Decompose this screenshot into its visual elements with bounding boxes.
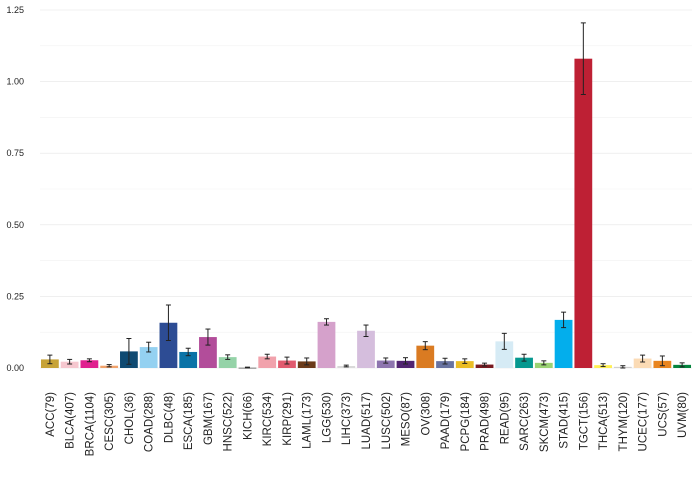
bar — [495, 341, 514, 368]
error-bar — [620, 365, 626, 369]
error-bar — [541, 360, 547, 366]
error-bar — [679, 362, 685, 368]
bar — [317, 321, 336, 368]
bars — [40, 58, 692, 369]
x-tick-label: UVM(80) — [677, 392, 689, 438]
x-tick-label: PRAD(498) — [480, 392, 492, 451]
x-axis: ACC(79) BLCA(407) BRCA(1104) CESC(305) CHOL(… — [45, 392, 689, 457]
error-bar — [561, 311, 567, 329]
bar — [574, 58, 593, 369]
error-bar — [580, 22, 586, 95]
error-bar — [501, 332, 507, 350]
error-bar — [146, 341, 152, 353]
x-tick-label: LAML(173) — [302, 392, 314, 449]
x-tick-label: THYM(120) — [618, 392, 630, 452]
x-tick-label: ACC(79) — [45, 392, 57, 437]
bar — [554, 319, 573, 368]
bar — [436, 361, 454, 368]
x-tick-label: GBM(167) — [203, 392, 215, 445]
x-tick-label: KICH(66) — [242, 392, 254, 440]
error-bar — [304, 357, 310, 366]
bar — [159, 322, 178, 368]
x-tick-label: HNSC(522) — [223, 392, 235, 452]
x-tick-label: CESC(305) — [104, 392, 116, 451]
x-tick-label: COAD(288) — [144, 392, 156, 452]
error-bar — [244, 366, 250, 369]
y-tick-label: 1.25 — [6, 5, 24, 15]
error-bar — [205, 328, 211, 346]
error-bar — [462, 358, 468, 364]
x-tick-label: READ(95) — [499, 392, 511, 445]
x-tick-label: THCA(513) — [598, 392, 610, 450]
error-bar — [640, 354, 646, 363]
y-tick-label: 0.50 — [6, 220, 24, 230]
bar — [258, 356, 277, 368]
y-axis: 0.00 0.25 0.50 0.75 1.00 1.25 — [6, 5, 24, 373]
bar — [80, 360, 99, 368]
bar — [515, 357, 533, 368]
y-tick-label: 0.75 — [6, 148, 24, 158]
error-bar — [482, 362, 488, 367]
y-tick-label: 0.25 — [6, 291, 24, 301]
x-tick-label: TGCT(156) — [578, 392, 590, 450]
x-tick-label: BLCA(407) — [65, 392, 77, 449]
error-bar — [600, 363, 606, 368]
error-bar — [403, 357, 409, 365]
error-bar — [47, 354, 53, 365]
x-tick-label: BRCA(1104) — [84, 392, 96, 457]
x-tick-label: OV(308) — [420, 392, 432, 436]
error-bar — [383, 357, 389, 364]
x-tick-label: LUAD(517) — [361, 392, 373, 450]
bar — [199, 337, 217, 368]
error-bar — [323, 318, 329, 326]
error-bar — [67, 358, 73, 365]
error-bar — [422, 341, 428, 351]
bar — [218, 357, 237, 368]
bar — [60, 361, 79, 368]
x-tick-label: SKCM(473) — [539, 392, 551, 452]
error-bar — [659, 355, 665, 367]
bar — [179, 351, 198, 368]
x-tick-label: PCPG(184) — [460, 392, 472, 452]
bar — [455, 361, 474, 368]
x-tick-label: LUSC(502) — [381, 392, 393, 450]
x-tick-label: ESCA(185) — [183, 392, 195, 450]
y-tick-label: 1.00 — [6, 77, 24, 87]
error-bar — [185, 347, 191, 357]
x-tick-label: STAD(415) — [559, 392, 571, 449]
bar — [139, 347, 158, 368]
x-tick-label: UCEC(177) — [638, 392, 650, 452]
y-tick-label: 0.00 — [6, 363, 24, 373]
error-bar — [225, 354, 231, 360]
x-tick-label: CHOL(36) — [124, 392, 136, 445]
bar — [416, 345, 435, 368]
bar — [534, 362, 553, 368]
error-bar — [264, 353, 270, 360]
x-tick-label: KIRP(291) — [282, 392, 294, 446]
x-tick-label: KIRC(534) — [262, 392, 274, 446]
x-tick-label: MESO(87) — [401, 392, 413, 446]
x-tick-label: LGG(530) — [321, 392, 333, 443]
error-bar — [126, 338, 132, 365]
x-tick-label: PAAD(179) — [440, 392, 452, 449]
error-bar — [442, 357, 448, 365]
x-tick-label: LIHC(373) — [341, 392, 353, 445]
bar — [376, 360, 395, 368]
error-bar — [284, 356, 290, 365]
bar — [357, 330, 375, 368]
error-bar — [521, 353, 527, 362]
x-tick-label: UCS(57) — [657, 392, 669, 437]
x-tick-label: SARC(263) — [519, 392, 531, 451]
x-tick-label: DLBC(48) — [163, 392, 175, 443]
bar — [633, 358, 652, 368]
error-bar — [106, 364, 112, 368]
error-bar — [343, 364, 349, 368]
error-bar — [86, 358, 92, 363]
error-bars — [47, 22, 685, 369]
error-bar — [165, 304, 171, 342]
error-bar — [363, 324, 369, 337]
gridlines — [40, 9, 692, 369]
